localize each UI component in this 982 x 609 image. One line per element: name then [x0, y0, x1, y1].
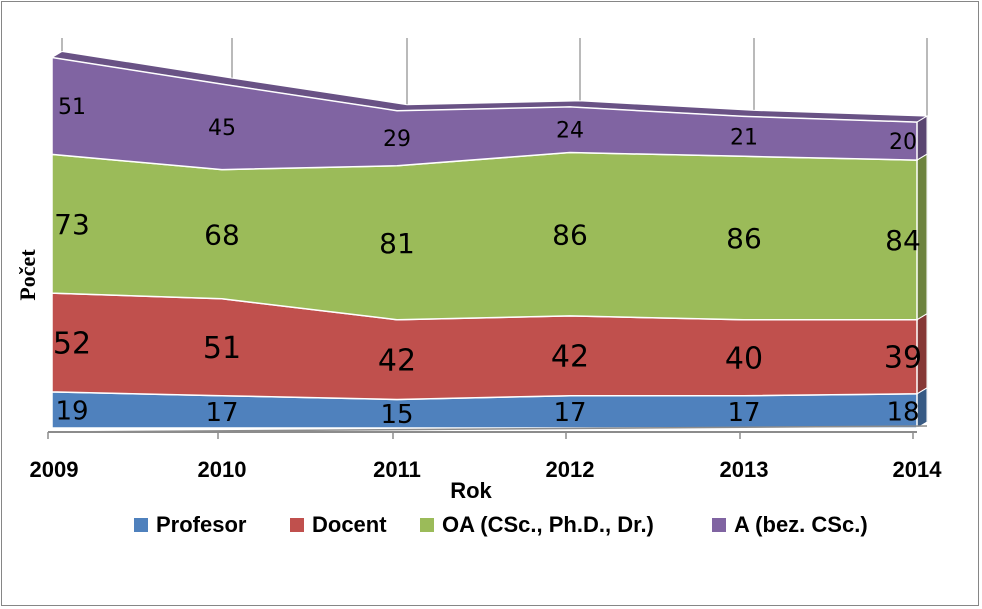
data-label-docent-2009: 52: [53, 326, 91, 361]
y-axis-title: Počet: [15, 249, 40, 301]
data-label-oa-csc-ph-d-dr-2010: 68: [204, 218, 240, 251]
data-label-oa-csc-ph-d-dr-2011: 81: [379, 227, 415, 260]
legend-item-profesor: Profesor: [134, 512, 247, 537]
data-label-docent-2012: 42: [551, 340, 589, 375]
data-label-a-bez-csc-2012: 24: [556, 119, 584, 144]
legend-swatch-docent: [290, 518, 304, 532]
x-tick-label-2009: 2009: [30, 457, 79, 482]
area-side-a-bez-csc: [916, 115, 928, 161]
data-label-oa-csc-ph-d-dr-2009: 73: [54, 208, 90, 241]
data-label-profesor-2011: 15: [380, 400, 413, 430]
data-label-docent-2011: 42: [378, 343, 416, 378]
data-label-a-bez-csc-2013: 21: [730, 125, 758, 150]
data-label-docent-2013: 40: [725, 342, 763, 377]
legend-swatch-profesor: [134, 518, 148, 532]
legend-label-oa-csc-ph-d-dr: OA (CSc., Ph.D., Dr.): [442, 512, 654, 537]
data-label-a-bez-csc-2010: 45: [208, 116, 236, 141]
x-tick-label-2010: 2010: [198, 457, 247, 482]
data-label-docent-2010: 51: [203, 331, 241, 366]
legend-label-docent: Docent: [312, 512, 387, 537]
data-labels: 19 17 15 17 17 18 52 51 42 42 40 39 73 68 81 86 86 84 51 45…: [53, 95, 922, 430]
area-series: [50, 50, 929, 429]
area-oa-csc-ph-d-dr: [51, 151, 918, 321]
data-label-a-bez-csc-2011: 29: [383, 127, 411, 152]
legend-label-profesor: Profesor: [156, 512, 247, 537]
data-label-profesor-2010: 17: [205, 398, 238, 428]
x-tick-label-2011: 2011: [373, 457, 421, 482]
data-label-profesor-2009: 19: [55, 396, 88, 426]
legend-item-a-bez-csc: A (bez. CSc.): [712, 512, 868, 537]
legend-label-a-bez-csc: A (bez. CSc.): [734, 512, 868, 537]
data-label-docent-2014: 39: [884, 341, 922, 376]
legend-item-docent: Docent: [290, 512, 387, 537]
data-label-oa-csc-ph-d-dr-2012: 86: [552, 218, 588, 251]
x-tick-label-2013: 2013: [720, 457, 769, 482]
x-tick-label-2012: 2012: [546, 457, 595, 482]
data-label-a-bez-csc-2014: 20: [889, 130, 917, 155]
data-label-oa-csc-ph-d-dr-2013: 86: [726, 222, 762, 255]
legend-swatch-oa-csc-ph-d-dr: [420, 518, 434, 532]
area-a-bez-csc: [51, 56, 918, 171]
data-label-profesor-2012: 17: [553, 398, 586, 428]
legend-item-oa-csc-ph-d-dr: OA (CSc., Ph.D., Dr.): [420, 512, 654, 537]
data-label-profesor-2013: 17: [727, 398, 760, 428]
data-label-profesor-2014: 18: [886, 397, 919, 427]
x-axis-title: Rok: [450, 478, 492, 503]
data-label-a-bez-csc-2009: 51: [58, 95, 86, 120]
x-tick-label-2014: 2014: [893, 457, 943, 482]
x-axis: 2009 2010 2011 2012 2013 2014: [30, 425, 943, 482]
legend: Profesor Docent OA (CSc., Ph.D., Dr.) A (be…: [134, 512, 868, 537]
legend-swatch-a-bez-csc: [712, 518, 726, 532]
data-label-oa-csc-ph-d-dr-2014: 84: [885, 224, 921, 257]
